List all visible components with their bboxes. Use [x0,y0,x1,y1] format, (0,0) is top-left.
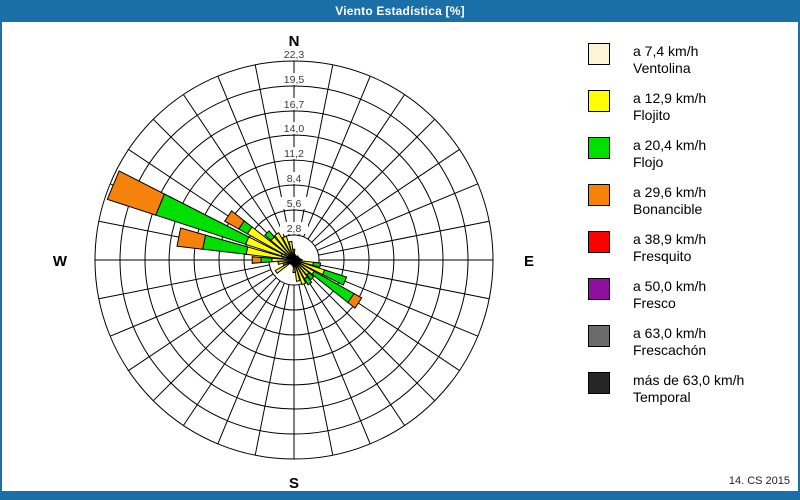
ring-label-backing [280,197,308,210]
ring-label-backing [280,97,308,110]
ring-label-backing [280,72,308,85]
legend-name: Flojo [633,154,664,170]
windrose-bar-segment [273,231,292,256]
legend-name: Temporal [633,389,691,405]
windrose-bar-segment [347,292,363,309]
ring-label-backing [280,222,308,235]
grid-spoke [303,282,371,445]
windrose-bar-segment [321,269,348,286]
grid-spoke [311,277,436,402]
grid-spoke [109,269,272,337]
ring-label-backing [280,122,308,135]
legend-item-flojo: a 20,4 km/h Flojo [588,137,793,171]
legend-swatch-bonancible [588,184,610,206]
grid-spoke [152,118,277,243]
ring-label-backing [280,172,308,185]
legend-speed: a 38,9 km/h [633,231,707,247]
ring-label: 14,0 [284,123,305,135]
ring-label: 22,3 [284,49,305,61]
legend-speed: a 20,4 km/h [633,137,707,153]
window-title-bar: Viento Estadística [%] [2,0,798,22]
grid-spoke [182,280,281,426]
windrose-bar-segment [288,240,295,257]
grid-spoke [307,280,406,426]
legend: a 7,4 km/h Ventolina a 12,9 km/h Flojito… [588,43,793,419]
windrose-bar-segment [176,227,207,250]
legend-swatch-fresquito [588,231,610,253]
windrose-bar-segment [223,210,245,230]
legend-name: Ventolina [633,60,691,76]
legend-name: Fresquito [633,248,692,264]
legend-swatch-frescachon [588,325,610,347]
windrose-bar-segment [260,256,273,264]
grid-spoke [98,264,270,300]
legend-name: Flojito [633,107,671,123]
chart-area: 2,8 5,6 8,4 11,2 14,0 16,7 19,5 22,3 N E S W a … [2,22,798,491]
copyright-note: 14. CS 2015 [728,475,790,487]
grid-spoke [318,264,490,300]
compass-label-west: W [52,253,68,270]
window-title: Viento Estadística [%] [335,4,465,18]
legend-speed: a 63,0 km/h [633,325,707,341]
grid-spoke [314,148,460,247]
grid-spoke [307,94,406,240]
grid-spoke [182,94,281,240]
legend-speed: a 7,4 km/h [633,43,699,59]
ring-label: 16,7 [284,99,305,111]
legend-item-ventolina: a 7,4 km/h Ventolina [588,43,793,77]
windrose-bar-segment [264,230,275,241]
windrose-bar-segment [282,235,293,256]
windrose-bar-segment [251,256,262,264]
windrose-bar-segment [106,170,166,216]
legend-swatch-temporal [588,372,610,394]
windrose-bar-segment [312,261,322,268]
grid-spoke [217,282,285,445]
ring-label-backing [280,48,308,60]
legend-name: Frescachón [633,342,707,358]
compass-label-north: N [288,33,300,50]
ring-label: 8,4 [287,173,302,185]
legend-name: Fresco [633,295,676,311]
legend-item-fresquito: a 38,9 km/h Fresquito [588,231,793,265]
grid-spoke [152,277,277,402]
ring-label: 2,8 [287,223,302,235]
legend-speed: a 12,9 km/h [633,90,707,106]
legend-item-temporal: más de 63,0 km/h Temporal [588,372,793,406]
ring-label: 19,5 [284,74,305,86]
legend-item-flojito: a 12,9 km/h Flojito [588,90,793,124]
ring-label: 5,6 [287,198,302,210]
legend-name: Bonancible [633,201,703,217]
grid-spoke [311,118,436,243]
windrose-bar-segment [306,272,315,281]
legend-item-bonancible: a 29,6 km/h Bonancible [588,184,793,218]
windrose-bar-segment [303,276,313,286]
grid-spoke [217,75,285,238]
legend-swatch-flojo [588,137,610,159]
legend-swatch-ventolina [588,43,610,65]
grid-spoke [128,273,274,372]
grid-spoke [318,220,490,256]
legend-speed: más de 63,0 km/h [633,372,745,388]
grid-spoke [316,183,479,251]
grid-spoke [254,284,290,456]
grid-spoke [303,75,371,238]
legend-swatch-fresco [588,278,610,300]
legend-speed: a 29,6 km/h [633,184,707,200]
legend-item-frescachon: a 63,0 km/h Frescachón [588,325,793,359]
legend-item-fresco: a 50,0 km/h Fresco [588,278,793,312]
compass-label-east: E [523,253,535,270]
windrose-chart: 2,8 5,6 8,4 11,2 14,0 16,7 19,5 22,3 [94,48,494,460]
compass-label-south: S [288,475,300,492]
ring-label-backing [280,147,308,160]
legend-speed: a 50,0 km/h [633,278,707,294]
legend-swatch-flojito [588,90,610,112]
ring-label: 11,2 [284,148,304,160]
grid-spoke [298,284,334,456]
